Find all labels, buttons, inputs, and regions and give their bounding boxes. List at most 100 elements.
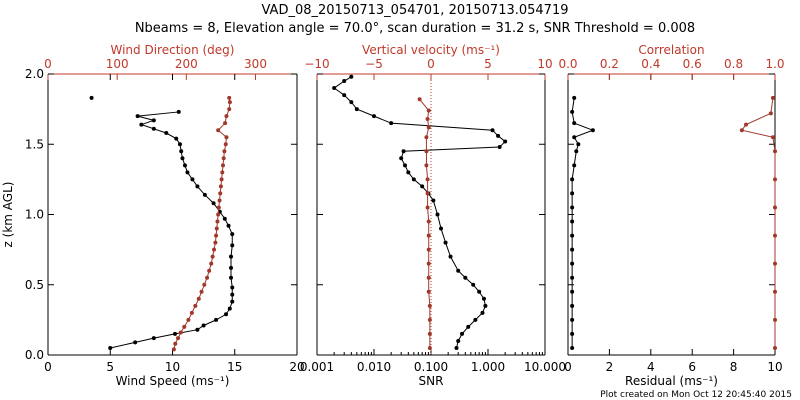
y-tick-label: 0.5 <box>25 278 44 292</box>
bottom-tick-label: 10 <box>165 360 180 374</box>
bottom-tick-label: 10.000 <box>524 360 566 374</box>
bottom-tick-label: 0.100 <box>414 360 448 374</box>
data-point <box>202 282 207 287</box>
y-tick-label: 2.0 <box>25 67 44 81</box>
data-point <box>205 275 210 280</box>
data-point <box>215 219 220 224</box>
data-point <box>210 254 215 259</box>
data-point <box>425 205 430 210</box>
data-point <box>466 324 471 329</box>
data-point <box>195 184 200 189</box>
data-point <box>180 156 185 161</box>
data-point <box>426 275 431 280</box>
data-point <box>770 95 775 100</box>
data-point <box>135 114 140 119</box>
data-point <box>570 177 575 182</box>
bottom-tick-label: 6 <box>688 360 696 374</box>
data-point <box>176 109 181 114</box>
panel-wind: 0 5 10 15 20 Wind Speed (ms⁻¹) 0 100 200 300 Wind … <box>1 43 305 388</box>
data-point <box>151 336 156 341</box>
bottom-tick-label: 0.010 <box>357 360 391 374</box>
data-point <box>227 95 232 100</box>
data-point <box>218 191 223 196</box>
data-point <box>224 135 229 140</box>
data-point <box>174 136 179 141</box>
bottom-tick-label: 20 <box>289 360 304 374</box>
data-point <box>570 233 575 238</box>
data-point <box>426 108 431 113</box>
data-point <box>182 324 187 329</box>
data-point <box>426 233 431 238</box>
data-point <box>460 331 465 336</box>
data-point <box>426 289 431 294</box>
data-point <box>195 327 200 332</box>
data-point <box>211 201 216 206</box>
data-point <box>151 126 156 131</box>
bottom-tick-label: 8 <box>730 360 738 374</box>
data-point <box>164 131 169 136</box>
data-point <box>574 149 579 154</box>
series-residual-0 <box>570 95 595 350</box>
data-point <box>171 347 176 352</box>
data-point <box>570 331 575 336</box>
series-snr-1 <box>417 97 432 350</box>
data-point <box>214 233 219 238</box>
data-point <box>220 170 225 175</box>
data-point <box>443 240 448 245</box>
series-line <box>741 97 776 348</box>
data-point <box>185 170 190 175</box>
data-point <box>773 289 777 294</box>
data-point <box>172 331 177 336</box>
data-point <box>218 184 223 189</box>
bottom-tick-label: 0 <box>564 360 572 374</box>
series-line <box>571 97 595 348</box>
data-point <box>199 289 204 294</box>
data-point <box>108 345 113 350</box>
data-point <box>222 149 227 154</box>
data-point <box>773 261 777 266</box>
top-tick-label: 0.0 <box>558 57 577 71</box>
data-point <box>227 107 232 112</box>
data-point <box>473 317 478 322</box>
data-point <box>572 95 577 100</box>
data-point <box>454 345 459 350</box>
data-point <box>216 205 221 210</box>
data-point <box>431 198 436 203</box>
data-point <box>448 254 453 259</box>
bottom-axis-label: Wind Speed (ms⁻¹) <box>116 374 230 388</box>
top-axis-label: Correlation <box>638 43 704 57</box>
data-point <box>427 317 432 322</box>
top-tick-label: −5 <box>365 57 383 71</box>
data-point <box>590 128 595 133</box>
data-point <box>176 336 181 341</box>
data-point <box>570 219 575 224</box>
top-tick-label: 0.4 <box>641 57 660 71</box>
bottom-tick-label: 5 <box>106 360 114 374</box>
top-tick-label: 0 <box>427 57 435 71</box>
data-point <box>496 133 501 138</box>
data-point <box>342 93 347 98</box>
data-point <box>427 331 432 336</box>
data-point <box>424 149 429 154</box>
data-point <box>481 296 486 301</box>
data-point <box>426 125 431 130</box>
data-point <box>420 184 425 189</box>
data-point <box>349 100 354 105</box>
y-tick-label: 0.0 <box>25 348 44 362</box>
series-residual-1 <box>739 95 777 350</box>
data-point <box>213 240 218 245</box>
data-point <box>572 163 577 168</box>
data-point <box>425 191 430 196</box>
data-point <box>230 243 235 248</box>
top-tick-label: 0.8 <box>724 57 743 71</box>
data-point <box>773 317 777 322</box>
top-axis-label: Wind Direction (deg) <box>111 43 235 57</box>
data-point <box>223 142 228 147</box>
data-point <box>186 317 191 322</box>
data-point <box>403 163 408 168</box>
data-point <box>424 163 429 168</box>
data-point <box>207 268 212 273</box>
data-point <box>354 107 359 112</box>
data-point <box>480 310 485 315</box>
